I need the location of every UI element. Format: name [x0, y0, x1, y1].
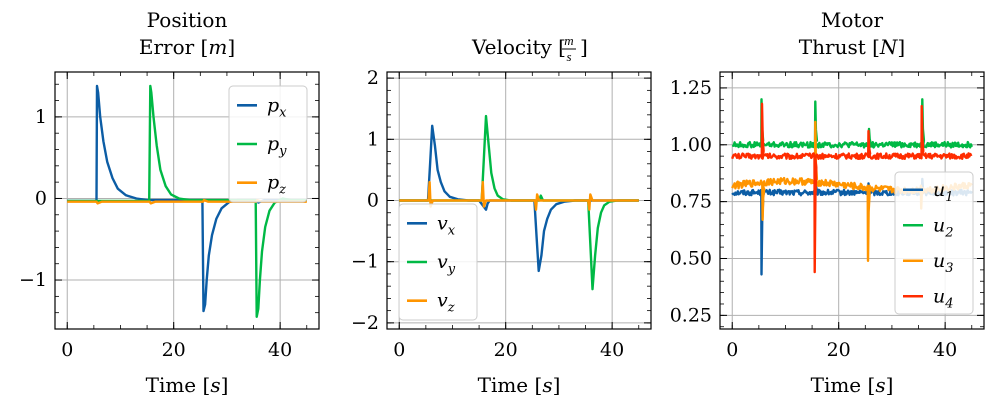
legend-label-vx: vx: [437, 212, 456, 238]
title-velocity: Velocity [: [471, 35, 566, 59]
series-line-vy: [399, 114, 639, 291]
y-tick-label: 0.25: [670, 304, 712, 326]
legend-label-u3: u3: [933, 250, 954, 276]
x-axis-label: Time [s]: [478, 373, 561, 397]
legend-box: [894, 171, 974, 315]
y-tick-label: 0.50: [670, 247, 712, 269]
legend-box: [228, 85, 308, 203]
y-tick-label: −1: [19, 269, 47, 291]
legend-label-py: py: [267, 133, 287, 159]
series-line-u4: [731, 102, 973, 274]
legend: vx vy vz: [398, 203, 478, 321]
x-axis-label: Time [s]: [146, 373, 229, 397]
y-tick-label: 0: [35, 187, 47, 209]
legend-label-vy: vy: [437, 251, 456, 277]
title-line-2: Thrust [N]: [799, 35, 905, 59]
legend-label-u4: u4: [933, 285, 954, 311]
legend-label-px: px: [267, 94, 287, 120]
legend-box: [398, 203, 478, 321]
y-tick-label: −2: [351, 312, 379, 334]
y-tick-label: 1: [367, 128, 379, 150]
x-tick-label: 20: [494, 339, 518, 361]
x-tick-label: 40: [600, 339, 624, 361]
x-tick-label: 40: [933, 339, 957, 361]
title-line-1: Position: [147, 8, 228, 32]
velocity-unit-fraction: m s ]: [562, 33, 588, 64]
legend: px py pz: [228, 85, 308, 203]
y-tick-label: 1.25: [670, 77, 712, 99]
x-tick-label: 40: [268, 339, 292, 361]
series-line-vz: [399, 180, 639, 211]
plot-area-0: 0 20 40 −1 0 1 px py pz: [19, 71, 320, 361]
svg-text:m: m: [564, 33, 573, 48]
plot-area-2: 0 20 40 0.25 0.50 0.75 1.00 1.25 u1 u2 u3 u4: [670, 71, 985, 361]
series-line-py: [67, 84, 307, 318]
y-tick-label: 1: [35, 106, 47, 128]
svg-text:s: s: [566, 49, 571, 64]
x-tick-label: 20: [827, 339, 851, 361]
title-line-1: Motor: [821, 8, 884, 32]
x-tick-label: 0: [726, 339, 738, 361]
x-axis-label: Time [s]: [811, 373, 894, 397]
series-line-u2: [731, 98, 973, 149]
panel-velocity: Velocity [ m s ] Time [s]: [471, 33, 588, 397]
plot-area-1: 0 20 40 −2 −1 0 1 2 vx vy vz: [351, 67, 652, 361]
legend-label-vz: vz: [437, 290, 455, 316]
legend-label-u2: u2: [933, 214, 954, 240]
y-tick-label: 0: [367, 190, 379, 212]
title-line-2: Error [m]: [139, 35, 235, 59]
y-tick-label: 0.75: [670, 191, 712, 213]
plot-frame: [719, 71, 985, 330]
series-line-vx: [399, 124, 639, 273]
y-tick-label: 1.00: [670, 134, 712, 156]
legend-label-u1: u1: [933, 179, 954, 205]
panel-position-error: Position Error [m] Time [s]: [139, 8, 235, 397]
x-tick-label: 20: [162, 339, 186, 361]
x-tick-label: 0: [393, 339, 405, 361]
x-tick-label: 0: [61, 339, 73, 361]
plot-frame: [54, 71, 320, 330]
panel-motor-thrust: Motor Thrust [N] Time [s]: [799, 8, 905, 397]
svg-text:]: ]: [580, 35, 588, 59]
legend-label-pz: pz: [267, 172, 286, 198]
y-tick-label: 2: [367, 67, 379, 89]
legend: u1 u2 u3 u4: [894, 171, 974, 315]
y-tick-label: −1: [351, 251, 379, 273]
